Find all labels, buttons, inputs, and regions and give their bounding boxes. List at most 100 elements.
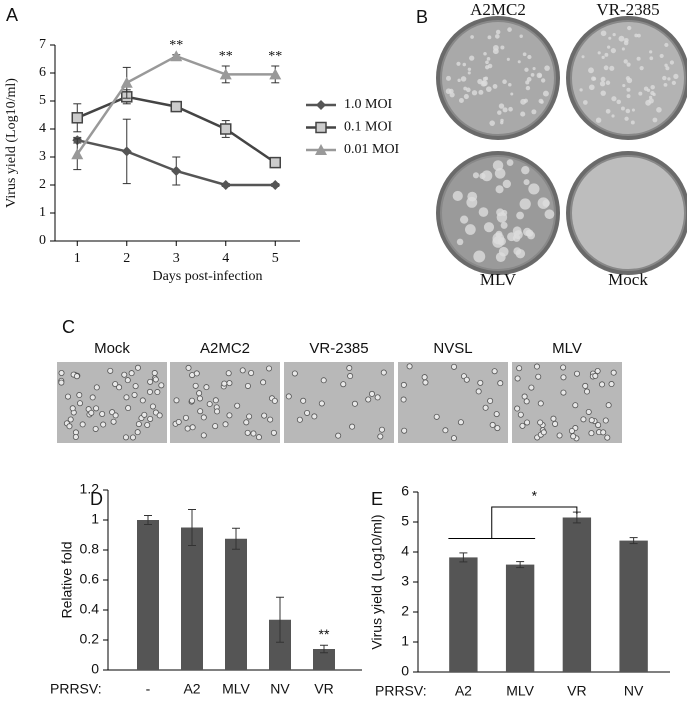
bar [137,520,159,670]
plaque [609,65,615,71]
plaque [612,33,616,37]
plaque [639,66,644,71]
cell [156,412,163,419]
cell [477,379,484,386]
plaque [600,90,606,96]
cell [594,367,601,374]
cell [99,410,106,417]
plaque [616,99,622,105]
plaque [502,107,508,113]
plaque [600,30,607,37]
plaque [610,47,616,54]
x-tick-label: - [146,681,151,697]
plaque [622,83,626,88]
plaque [522,52,527,57]
cell [206,401,213,408]
cell [134,364,141,371]
cell [489,421,496,428]
cell [349,423,356,430]
x-tick-label: MLV [222,681,250,697]
plaque [495,230,503,238]
plaque [506,57,510,61]
cell [610,369,617,376]
plaque [464,224,476,235]
plaque [513,247,522,255]
y-tick-label: 4 [401,543,409,559]
plaque [603,65,609,71]
plaque [485,65,490,70]
cell [116,384,123,391]
cell [285,393,292,400]
cell [540,429,547,436]
plaque [601,55,605,60]
y-axis-label: Virus yield (Log10/ml) [4,78,19,208]
plaque [631,108,635,112]
bar [619,540,648,672]
plaque [477,78,483,85]
cell [261,412,268,419]
cell [131,391,138,398]
panel-letter: E [371,489,383,509]
cell [246,413,253,420]
cell [182,414,189,421]
plaque [597,51,601,55]
cell [270,429,277,436]
cell [151,370,158,377]
x-tick-label: VR [567,683,586,699]
micrograph-label: MLV [552,340,582,357]
cell [604,434,611,441]
plaque [624,37,629,43]
cell [124,377,131,384]
plaque [659,53,664,59]
cell [193,370,200,377]
plaque [472,172,480,179]
cell [200,432,207,439]
plaque [481,80,488,87]
plaque [626,62,631,67]
plaque [656,107,662,113]
plaque [673,73,679,80]
marker [219,68,232,80]
cell [400,396,407,403]
plaque [502,79,507,85]
marker [269,68,282,80]
x-tick-label: NV [270,681,290,697]
plaque [498,103,505,109]
cell [125,405,132,412]
cell [401,427,408,434]
cell [582,382,589,389]
cell [189,424,196,431]
micrograph-label: Mock [94,340,130,357]
cell [107,367,114,374]
plaque [605,80,611,85]
cell [451,363,458,370]
plaque [495,185,504,194]
x-tick-label: MLV [506,683,534,699]
plaque [519,34,523,38]
cell [112,412,119,419]
plaque [636,56,641,61]
y-tick-label: 4 [39,121,46,136]
plaque [459,215,469,224]
marker [71,148,84,160]
panel-letter: A [6,5,18,25]
y-tick-label: 1 [91,511,99,527]
x-tick-label: 5 [272,251,279,266]
plaque [665,66,670,71]
plaque [650,84,655,90]
cell [255,434,262,441]
plaque [470,35,474,39]
plate-label: A2MC2 [470,0,526,19]
legend-marker [315,121,327,134]
cell [196,395,203,402]
plaque [664,42,669,48]
cell [271,397,278,404]
legend-marker [316,100,326,110]
plaque [478,89,484,95]
y-tick-label: 0.6 [80,571,100,587]
cell [239,367,246,374]
plaque [540,100,544,104]
plaque [492,84,498,89]
plaque [637,33,641,38]
cell [64,393,71,400]
